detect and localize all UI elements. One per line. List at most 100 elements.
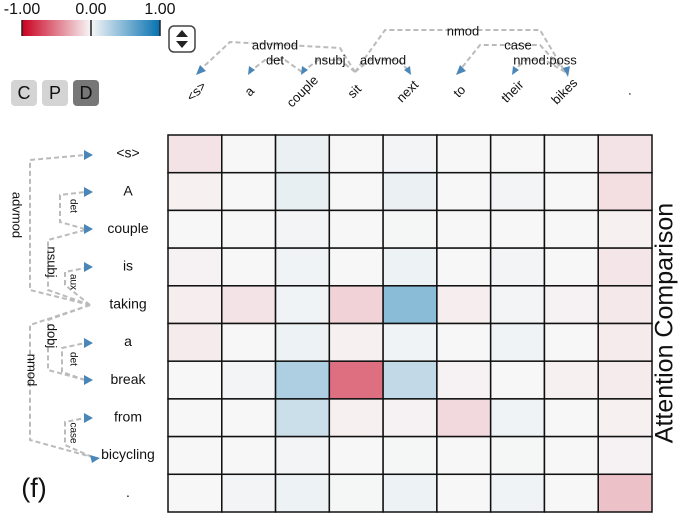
heatmap-cell [382, 322, 438, 362]
dep-label: det [67, 352, 78, 366]
left-arcs [29, 150, 100, 463]
heatmap-cell [436, 247, 492, 287]
heatmap-cell [274, 473, 331, 513]
dep-label: nmod [25, 354, 40, 387]
button-p[interactable] [42, 80, 68, 106]
button-c[interactable] [11, 80, 37, 106]
heatmap-cell [436, 435, 492, 476]
colorbar-tick-label: 1.00 [144, 1, 175, 18]
button-label: C [18, 83, 31, 103]
heatmap-cell [436, 360, 492, 400]
column-label: bikes [548, 75, 580, 107]
heatmap-cell [489, 285, 546, 325]
heatmap-cell [274, 360, 331, 400]
heatmap-cell [167, 360, 223, 400]
heatmap-cell [221, 209, 277, 249]
heatmap-cell [597, 398, 653, 438]
dep-label: aux [67, 274, 78, 290]
heatmap-cell [221, 360, 277, 400]
colorbar-tick-label: 0.00 [75, 1, 106, 18]
heatmap-cell [221, 473, 277, 513]
row-label: a [124, 333, 132, 349]
row-label: break [110, 371, 146, 387]
dep-label: advmod [252, 37, 298, 52]
heatmap-cell [221, 171, 277, 212]
heatmap-cell [543, 360, 599, 400]
heatmap-cell [274, 285, 331, 325]
heatmap-cell [328, 435, 384, 476]
heatmap-cell [597, 171, 653, 212]
heatmap-cell [221, 134, 277, 174]
heatmap-cell [436, 171, 492, 212]
heatmap-cell [543, 209, 599, 249]
heatmap-cell [167, 398, 223, 438]
heatmap-cell [543, 435, 599, 476]
heatmap-cell [274, 247, 331, 287]
heatmap-cell [382, 247, 438, 287]
top-arcs [196, 29, 570, 77]
heatmap-cell [543, 322, 599, 362]
heatmap-cell [489, 473, 546, 513]
row-label: . [126, 484, 130, 500]
row-label: couple [107, 220, 148, 236]
column-label: <s> [183, 78, 209, 104]
heatmap-cell [167, 322, 223, 362]
heatmap-cell [167, 247, 223, 287]
heatmap-cell [328, 473, 384, 513]
heatmap-cell [489, 435, 546, 476]
heatmap-cell [221, 322, 277, 362]
dep-label: nmod:poss [513, 52, 577, 67]
heatmap-cell [328, 398, 384, 438]
panel-label: (f) [21, 473, 46, 503]
button-d[interactable] [73, 80, 99, 106]
column-label: couple [283, 72, 321, 110]
row-label: taking [109, 295, 146, 311]
heatmap-cell [436, 398, 492, 438]
heatmap-cell [221, 285, 277, 325]
heatmap-cell [489, 322, 546, 362]
heatmap-cell [489, 398, 546, 438]
heatmap-cell [274, 134, 331, 174]
heatmap-cell [328, 134, 384, 174]
heatmap-cell [167, 473, 223, 513]
column-label: to [450, 82, 468, 100]
dep-label: det [67, 199, 78, 213]
dep-label: advmod [10, 192, 25, 238]
heatmap-cell [382, 134, 438, 174]
heatmap-cell [543, 134, 599, 174]
heatmap-cell [597, 435, 653, 476]
heatmap-cell [436, 209, 492, 249]
heatmap-cell [436, 322, 492, 362]
heatmap-cell [543, 473, 599, 513]
dep-label: nmod [447, 23, 480, 38]
heatmap-cell [274, 435, 331, 476]
heatmap-cell [543, 398, 599, 438]
heatmap-cell [328, 209, 384, 249]
column-label: sit [344, 81, 364, 101]
heatmap-cell [489, 134, 546, 174]
heatmap-cell [167, 285, 223, 325]
heatmap-cell [489, 171, 546, 212]
dep-label: case [504, 37, 531, 52]
heatmap-cell [436, 285, 492, 325]
heatmap-cell [597, 285, 653, 325]
dep-label: case [67, 422, 78, 444]
heatmap-cell [328, 360, 384, 400]
dep-label: det [266, 52, 284, 67]
heatmap-cell [221, 435, 277, 476]
heatmap-cell [382, 360, 438, 400]
colorscale-spinner[interactable] [168, 25, 196, 53]
heatmap-cell [328, 322, 384, 362]
heatmap-cell [489, 360, 546, 400]
heatmap-cell [382, 435, 438, 476]
heatmap-cell [382, 398, 438, 438]
heatmap-cell [274, 322, 331, 362]
heatmap-cell [489, 247, 546, 287]
heatmap-cell [274, 171, 331, 212]
column-label: their [498, 77, 527, 106]
heatmap-cell [328, 285, 384, 325]
heatmap-cell [221, 247, 277, 287]
heatmap-cell [274, 398, 331, 438]
dep-label: advmod [360, 52, 406, 67]
